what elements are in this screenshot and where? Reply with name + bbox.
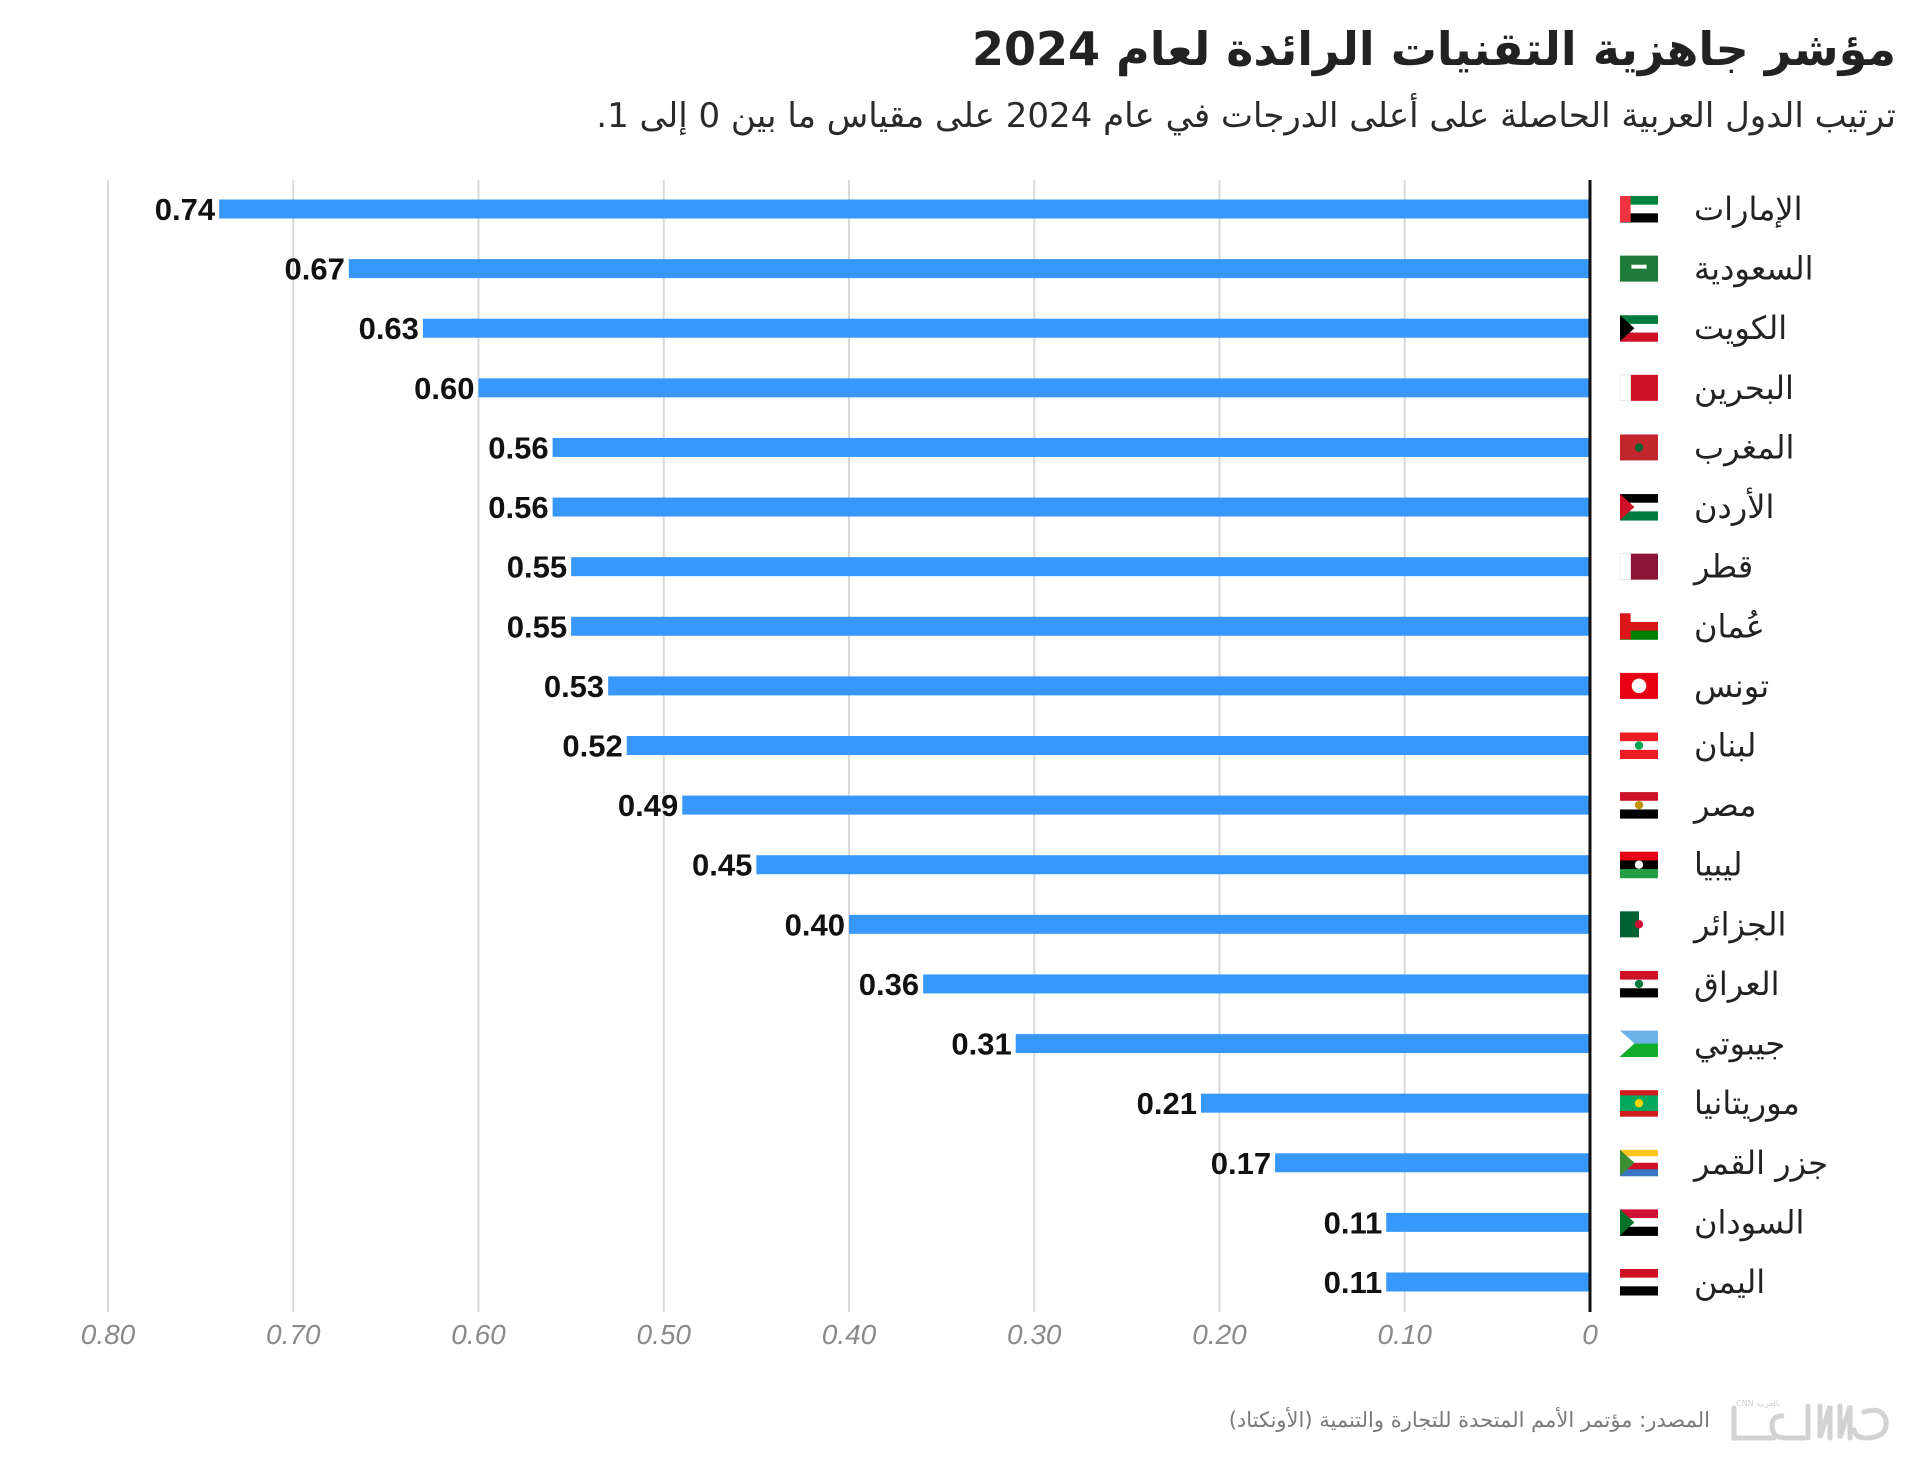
country-label: مصر (1692, 786, 1757, 824)
bar (849, 914, 1590, 934)
value-label: 0.63 (359, 311, 419, 346)
country-label: جزر القمر (1692, 1144, 1828, 1182)
oman-flag-icon (1620, 613, 1658, 640)
bar (682, 795, 1590, 815)
tunisia-flag-icon (1620, 672, 1658, 699)
value-label: 0.56 (488, 430, 548, 465)
value-label: 0.31 (951, 1027, 1011, 1062)
x-tick-label: 0.40 (822, 1319, 877, 1350)
saudi-flag-icon (1620, 255, 1658, 282)
algeria-flag-icon (1620, 911, 1658, 938)
libya-flag-icon (1620, 851, 1658, 879)
bar (422, 318, 1590, 338)
country-label: الكويت (1694, 309, 1787, 347)
bar (626, 736, 1590, 755)
value-label: 0.17 (1211, 1146, 1271, 1181)
value-label: 0.52 (562, 729, 622, 764)
chart-subtitle: ترتيب الدول العربية الحاصلة على أعلى الد… (596, 96, 1896, 136)
country-label: الإمارات (1694, 190, 1803, 228)
x-tick-label: 0.20 (1192, 1319, 1247, 1350)
bar (571, 557, 1590, 577)
value-label: 0.49 (618, 788, 678, 823)
comoros-flag-icon (1620, 1149, 1658, 1177)
morocco-flag-icon (1620, 434, 1658, 461)
x-tick-label: 0.30 (1007, 1319, 1062, 1350)
country-label: المغرب (1694, 428, 1794, 466)
flags (1619, 196, 1658, 1296)
uae-flag-icon (1620, 196, 1658, 223)
value-label: 0.55 (507, 550, 567, 585)
egypt-flag-icon (1620, 792, 1658, 819)
kuwait-flag-icon (1620, 315, 1658, 342)
country-label: تونس (1694, 667, 1769, 705)
country-label: السودان (1694, 1203, 1804, 1241)
value-label: 0.21 (1137, 1086, 1197, 1121)
country-label: العراق (1694, 965, 1779, 1003)
bars (219, 199, 1591, 1292)
x-tick-label: 0.60 (451, 1319, 506, 1350)
country-label: قطر (1692, 548, 1753, 586)
value-label: 0.11 (1324, 1205, 1383, 1240)
bar (1386, 1272, 1590, 1292)
value-label: 0.55 (507, 609, 567, 644)
bahrain-flag-icon (1619, 374, 1658, 402)
djibouti-flag-icon (1620, 1030, 1658, 1058)
bar (608, 676, 1590, 696)
cnn-arabic-logo: CNN بالعربية (1731, 1399, 1889, 1441)
bar (552, 497, 1590, 517)
value-label: 0.60 (414, 371, 474, 406)
bar (348, 259, 1591, 279)
bar (756, 855, 1590, 875)
bar (923, 974, 1590, 994)
bar (1015, 1034, 1590, 1054)
country-label: السعودية (1694, 250, 1813, 288)
country-label: موريتانيا (1694, 1084, 1800, 1122)
country-label: جيبوتي (1694, 1025, 1785, 1063)
category-labels: الإمارات السعودية الكويت البحرين المغرب الأرد… (1692, 190, 1828, 1301)
country-label: البحرين (1694, 369, 1794, 407)
value-labels: 0.74 0.67 0.63 0.60 0.56 0.56 0.55 0.55 0.53 0.52… (155, 192, 1382, 1300)
x-tick-label: 0.50 (637, 1319, 692, 1350)
value-label: 0.36 (859, 967, 919, 1002)
x-tick-label: 0.80 (81, 1319, 136, 1350)
bar (571, 616, 1590, 636)
yemen-flag-icon (1620, 1269, 1658, 1296)
bar (552, 437, 1590, 457)
value-label: 0.53 (544, 669, 604, 704)
iraq-flag-icon (1620, 970, 1658, 998)
logo-text: CNN بالعربية (1736, 1399, 1780, 1408)
sudan-flag-icon (1620, 1209, 1658, 1236)
jordan-flag-icon (1620, 494, 1658, 521)
mauritania-flag-icon (1620, 1090, 1658, 1117)
value-label: 0.11 (1324, 1265, 1383, 1300)
country-label: لبنان (1694, 727, 1756, 765)
country-label: الأردن (1694, 487, 1774, 526)
value-label: 0.56 (488, 490, 548, 525)
value-label: 0.45 (692, 848, 752, 883)
x-tick-label: 0.10 (1378, 1319, 1433, 1350)
value-label: 0.40 (785, 907, 845, 942)
bar (219, 199, 1590, 219)
bar (1386, 1212, 1590, 1232)
lebanon-flag-icon (1620, 732, 1658, 759)
bar (478, 378, 1590, 398)
country-label: الجزائر (1692, 905, 1786, 943)
country-label: عُمان (1694, 607, 1765, 645)
qatar-flag-icon (1619, 553, 1658, 580)
bar (1200, 1093, 1590, 1113)
bar (1275, 1153, 1590, 1173)
value-label: 0.74 (155, 192, 216, 227)
country-label: ليبيا (1694, 846, 1742, 884)
x-tick-label: 0.70 (266, 1319, 321, 1350)
x-tick-label: 0 (1582, 1319, 1598, 1350)
chart-title: مؤشر جاهزية التقنيات الرائدة لعام 2024 (971, 22, 1897, 76)
country-label: اليمن (1694, 1263, 1765, 1301)
x-axis-ticks: 0 0.10 0.20 0.30 0.40 0.50 0.60 0.70 0.80 (81, 1319, 1598, 1350)
source-note: المصدر: مؤتمر الأمم المتحدة للتجارة والت… (1228, 1408, 1710, 1432)
value-label: 0.67 (284, 252, 344, 287)
